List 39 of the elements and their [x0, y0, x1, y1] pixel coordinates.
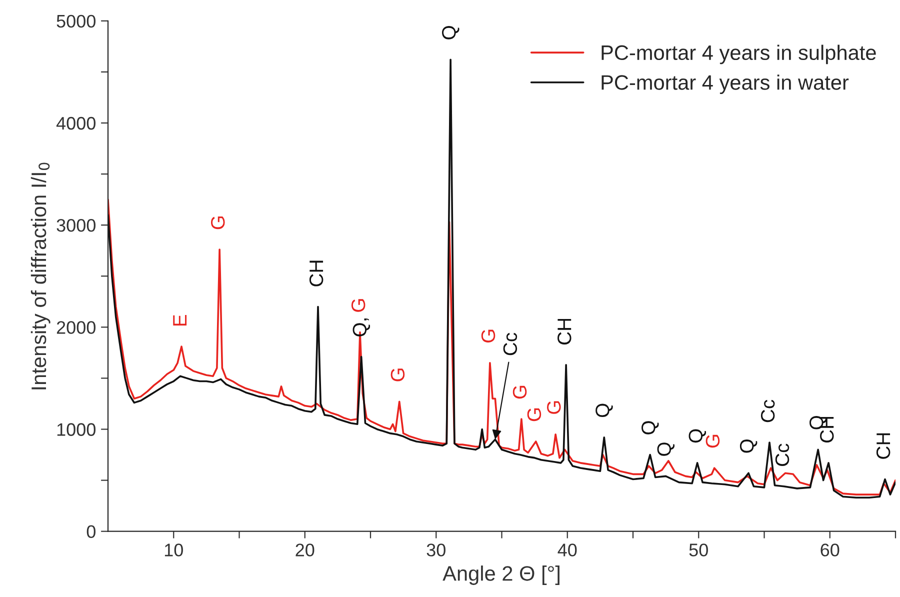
y-axis-title: Intensity of diffraction I/I$_{0}$ [30, 162, 50, 390]
x-axis-title: Angle 2 Θ [°] [442, 566, 560, 585]
legend-label: PC-mortar 4 years in sulphate [602, 44, 876, 64]
x-tick-label: 40 [558, 544, 577, 556]
annotation: Cc [503, 332, 518, 356]
y-tick-label: 1000 [57, 423, 96, 436]
annotation: Cc [760, 400, 775, 422]
annotation: Q [740, 440, 758, 453]
annotation: CH [558, 318, 572, 344]
line-series [108, 198, 896, 496]
annotation: G [527, 408, 542, 422]
y-tick-label: 4000 [56, 116, 96, 130]
y-tick-label: 2000 [56, 321, 96, 334]
annotation: G [706, 434, 720, 448]
annotation: G [351, 299, 366, 312]
annotation: Q [642, 421, 659, 434]
annotation: G [547, 401, 561, 414]
annotation: Q [657, 442, 675, 456]
annotation: G [390, 368, 405, 382]
x-tick-label: 20 [296, 544, 314, 556]
annotation: Q [688, 429, 706, 443]
y-tick-label: 3000 [56, 219, 96, 232]
annotation: G [211, 216, 225, 230]
annotation: Cc [775, 444, 790, 466]
x-tick-label: 60 [820, 544, 840, 556]
annotation: G [481, 330, 496, 342]
annotation: CH [309, 260, 324, 286]
y-tick-label: 0 [86, 525, 96, 538]
x-tick-label: 30 [426, 544, 446, 556]
x-tick-label: 50 [689, 544, 708, 556]
legend-label: PC-mortar 4 years in water [602, 74, 849, 94]
y-tick-label: 5000 [56, 14, 96, 28]
annotation: E [173, 314, 187, 326]
annotation: Q, [352, 318, 370, 336]
annotation: Q [596, 404, 613, 418]
x-tick-label: 10 [164, 544, 183, 556]
annotation: Q [442, 26, 460, 40]
annotation: G [512, 386, 527, 399]
annotation: CH [876, 433, 890, 459]
